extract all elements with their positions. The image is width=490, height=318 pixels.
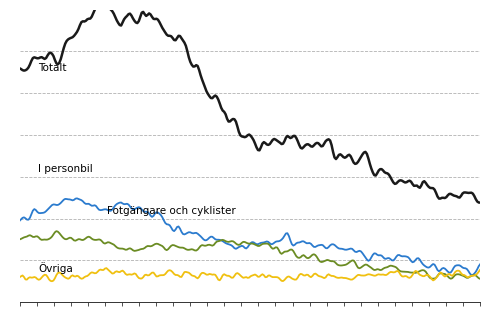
Text: Fotgängare och cyklister: Fotgängare och cyklister xyxy=(107,206,236,217)
Text: Övriga: Övriga xyxy=(38,262,73,274)
Text: Totalt: Totalt xyxy=(38,63,67,73)
Text: I personbil: I personbil xyxy=(38,164,93,174)
